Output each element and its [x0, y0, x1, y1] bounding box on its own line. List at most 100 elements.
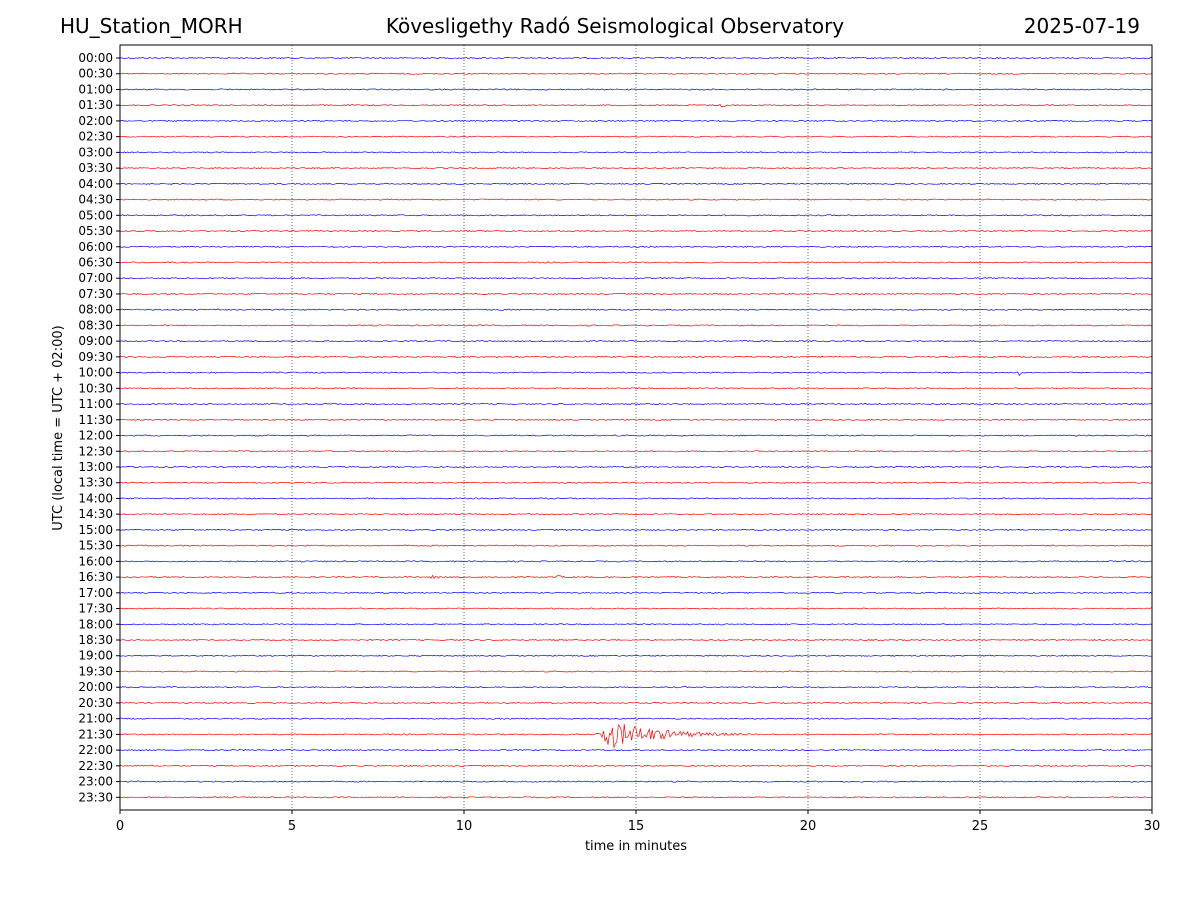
trace-2200 [119, 749, 1153, 752]
trace-0730 [120, 292, 1153, 295]
trace-0600 [119, 245, 1153, 248]
trace-1300 [119, 465, 1153, 469]
y-tick-label: 19:00 [78, 649, 113, 663]
trace-0900 [119, 340, 1153, 343]
y-tick-label: 15:30 [78, 539, 113, 553]
x-tick-label: 30 [1144, 819, 1161, 834]
y-tick-label: 12:00 [78, 429, 113, 443]
trace-0830 [119, 324, 1153, 327]
y-tick-label: 23:00 [78, 775, 113, 789]
trace-0000 [119, 56, 1153, 59]
y-axis-label: UTC (local time = UTC + 02:00) [51, 325, 66, 530]
trace-1500 [119, 528, 1153, 531]
y-tick-label: 09:00 [78, 334, 113, 348]
trace-2100 [119, 717, 1152, 720]
trace-2230 [119, 764, 1153, 767]
y-tick-label: 15:00 [78, 523, 113, 537]
trace-0130 [119, 103, 1153, 108]
trace-1130 [119, 418, 1153, 421]
x-axis-label: time in minutes [585, 839, 687, 854]
y-tick-label: 04:30 [78, 193, 113, 207]
trace-0930 [119, 355, 1153, 358]
y-tick-label: 22:00 [78, 743, 113, 757]
trace-0430 [119, 198, 1153, 201]
x-tick-label: 15 [628, 819, 645, 834]
y-tick-label: 22:30 [78, 759, 113, 773]
y-tick-label: 18:30 [78, 633, 113, 647]
y-tick-label: 12:30 [78, 444, 113, 458]
trace-1100 [119, 403, 1153, 406]
y-tick-label: 13:00 [78, 460, 113, 474]
chart-title: Kövesligethy Radó Seismological Observat… [385, 14, 845, 38]
trace-0200 [119, 119, 1153, 122]
trace-1230 [119, 450, 1153, 453]
station-name: HU_Station_MORH [60, 14, 243, 38]
y-tick-label: 16:30 [78, 570, 113, 584]
y-tick-label: 00:00 [78, 51, 113, 65]
trace-1200 [119, 434, 1153, 437]
y-tick-label: 14:00 [78, 491, 113, 505]
trace-0400 [119, 182, 1153, 185]
trace-2330 [119, 796, 1153, 799]
x-tick-labels: 0 5 10 15 20 25 30 [116, 810, 1160, 834]
y-tick-label: 06:00 [78, 240, 113, 254]
trace-1600 [119, 560, 1153, 563]
y-tick-label: 05:00 [78, 208, 113, 222]
y-tick-label: 05:30 [78, 224, 113, 238]
y-tick-label: 00:30 [78, 67, 113, 81]
y-tick-label: 10:30 [78, 381, 113, 395]
trace-1530 [119, 544, 1153, 547]
y-tick-label: 10:00 [78, 366, 113, 380]
y-tick-label: 07:30 [78, 287, 113, 301]
y-tick-label: 13:30 [78, 476, 113, 490]
x-tick-label: 20 [800, 819, 817, 834]
trace-0630 [119, 261, 1153, 264]
trace-0030 [119, 72, 1153, 75]
x-tick-label: 10 [456, 819, 473, 834]
trace-0500 [119, 214, 1153, 217]
x-tick-label: 0 [116, 819, 124, 834]
gridlines [291, 45, 981, 810]
y-tick-label: 17:30 [78, 602, 113, 616]
trace-2000 [119, 686, 1153, 689]
y-tick-label: 18:00 [78, 617, 113, 631]
x-tick-label: 5 [288, 819, 296, 834]
trace-2130 [119, 723, 1153, 748]
trace-1730 [119, 607, 1153, 610]
trace-0230 [119, 135, 1153, 138]
trace-1330 [119, 481, 1153, 484]
chart-date: 2025-07-19 [1023, 14, 1140, 38]
y-tick-label: 11:30 [78, 413, 113, 427]
trace-1900 [119, 654, 1153, 657]
y-tick-label: 17:00 [78, 586, 113, 600]
y-tick-label: 23:30 [78, 790, 113, 804]
x-tick-label: 25 [972, 819, 989, 834]
trace-1430 [119, 513, 1153, 516]
y-tick-label: 01:00 [78, 82, 113, 96]
trace-0800 [119, 308, 1153, 312]
y-tick-label: 01:30 [78, 98, 113, 112]
trace-0530 [119, 230, 1153, 233]
trace-0700 [119, 277, 1153, 280]
trace-0300 [119, 151, 1153, 154]
trace-0100 [119, 88, 1153, 91]
y-tick-label: 08:00 [78, 303, 113, 317]
trace-1800 [119, 623, 1153, 626]
traces [119, 56, 1153, 799]
trace-2300 [119, 780, 1153, 783]
y-tick-label: 04:00 [78, 177, 113, 191]
trace-1400 [119, 497, 1153, 500]
y-tick-label: 02:00 [78, 114, 113, 128]
y-tick-label: 07:00 [78, 271, 113, 285]
y-tick-label: 08:30 [78, 318, 113, 332]
y-tick-label: 20:30 [78, 696, 113, 710]
y-tick-label: 16:00 [78, 554, 113, 568]
y-tick-label: 09:30 [78, 350, 113, 364]
y-tick-label: 06:30 [78, 255, 113, 269]
y-tick-label: 11:00 [78, 397, 113, 411]
y-tick-label: 20:00 [78, 680, 113, 694]
trace-2030 [119, 701, 1153, 704]
y-tick-label: 21:00 [78, 712, 113, 726]
trace-1930 [119, 670, 1153, 673]
